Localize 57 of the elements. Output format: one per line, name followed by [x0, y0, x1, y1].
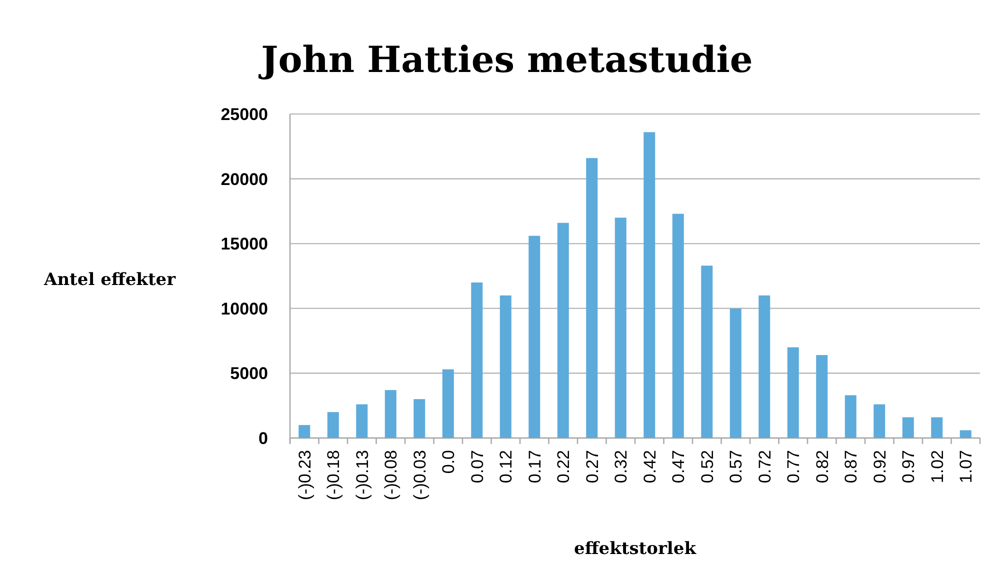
y-axis-title: Antel effekter — [43, 270, 177, 290]
x-tick-label: 1.02 — [928, 450, 947, 484]
bar — [816, 355, 828, 438]
bar — [730, 308, 742, 438]
bar — [960, 430, 972, 438]
x-tick-label: 0.47 — [669, 450, 688, 484]
x-tick-label: 0.52 — [698, 450, 717, 484]
y-tick-label: 5000 — [230, 364, 268, 384]
bar — [844, 395, 856, 438]
x-tick-label: 1.07 — [956, 450, 976, 484]
x-tick-label: 0.82 — [812, 450, 832, 484]
y-tick-label: 25000 — [220, 104, 268, 124]
x-tick-label: (-)0.13 — [352, 450, 372, 500]
bar — [931, 417, 943, 438]
bar — [298, 425, 310, 438]
x-tick-label: 0.87 — [842, 450, 861, 484]
chart-title: John Hatties metastudie — [258, 39, 753, 81]
bar — [356, 404, 368, 438]
x-tick-label: (-)0.18 — [324, 450, 344, 500]
x-tick-label: 0.97 — [899, 450, 918, 484]
x-tick-label: 0.0 — [439, 450, 458, 474]
bar — [672, 214, 684, 438]
x-tick-label: 0.12 — [496, 450, 516, 484]
x-tick-label: (-)0.08 — [382, 450, 401, 500]
x-tick-label: 0.77 — [784, 450, 804, 484]
x-tick-label: 0.92 — [870, 450, 890, 484]
x-tick-label: 0.27 — [582, 450, 602, 484]
bar — [414, 399, 426, 438]
bar — [787, 347, 799, 438]
x-tick-label: (-)0.03 — [410, 450, 430, 500]
x-tick-label: 0.32 — [612, 450, 631, 484]
bar — [327, 412, 339, 438]
bar — [442, 369, 454, 438]
bar — [528, 236, 540, 438]
x-axis-title: effektstorlek — [574, 539, 698, 559]
bar — [902, 417, 914, 438]
y-tick-label: 10000 — [220, 299, 268, 318]
x-tick-label: 0.07 — [468, 450, 487, 484]
x-tick-label: 0.17 — [525, 450, 544, 484]
x-tick-label: 0.42 — [640, 450, 660, 484]
bar — [614, 218, 626, 438]
x-tick-label: 0.22 — [554, 450, 574, 484]
y-tick-label: 0 — [258, 428, 268, 448]
bar — [586, 158, 598, 438]
bar — [471, 282, 483, 438]
bar — [874, 404, 886, 438]
x-tick-label: 0.72 — [755, 450, 774, 484]
bar — [557, 222, 569, 438]
y-tick-label: 15000 — [220, 234, 268, 254]
bar — [500, 295, 512, 438]
bar — [384, 390, 396, 438]
x-tick-label: (-)0.23 — [295, 450, 314, 500]
bar — [644, 132, 656, 438]
bar — [758, 295, 770, 438]
y-tick-label: 20000 — [220, 170, 268, 189]
bar — [701, 266, 713, 438]
x-tick-label: 0.57 — [726, 450, 746, 484]
